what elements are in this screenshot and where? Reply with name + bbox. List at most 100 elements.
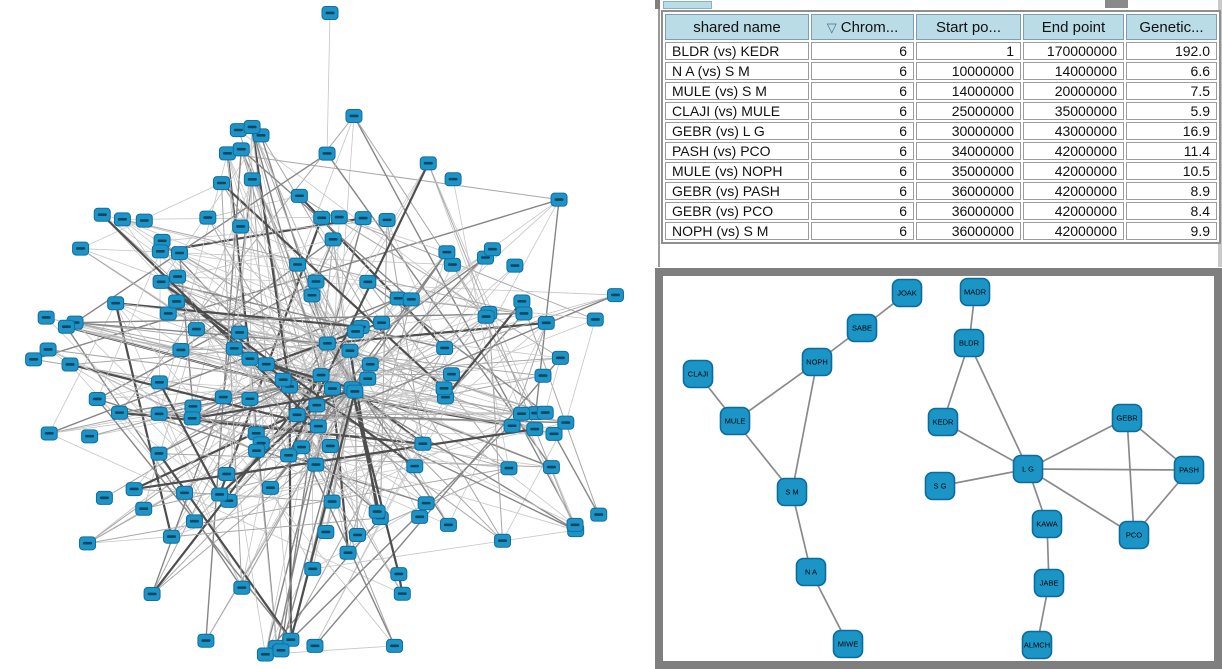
network-edge[interactable]	[96, 251, 161, 400]
network-node[interactable]: S G	[924, 471, 956, 501]
network-edge[interactable]	[332, 388, 358, 536]
network-edge[interactable]	[1027, 468, 1190, 471]
network-node[interactable]	[542, 460, 560, 475]
network-node[interactable]	[417, 496, 435, 511]
network-node[interactable]	[347, 324, 365, 339]
network-edge[interactable]	[349, 350, 576, 526]
table-cell[interactable]: 6	[811, 82, 914, 100]
table-cell[interactable]: 36000000	[916, 182, 1021, 200]
table-cell[interactable]: 43000000	[1023, 122, 1124, 140]
network-edge[interactable]	[354, 316, 487, 392]
table-cell[interactable]: BLDR (vs) KEDR	[665, 42, 809, 60]
table-cell[interactable]: 30000000	[916, 122, 1021, 140]
network-node[interactable]	[243, 172, 261, 187]
network-node[interactable]: BLDR	[953, 328, 985, 358]
table-cell[interactable]: 6	[811, 122, 914, 140]
network-edge[interactable]	[101, 214, 378, 512]
network-edge[interactable]	[299, 195, 382, 323]
table-cell[interactable]: 36000000	[916, 202, 1021, 220]
network-edge[interactable]	[1126, 417, 1135, 536]
network-edge[interactable]	[296, 414, 403, 594]
network-edge[interactable]	[47, 349, 378, 512]
network-node[interactable]	[536, 405, 554, 420]
network-node[interactable]	[257, 357, 275, 372]
table-row[interactable]: GEBR (vs) PCO 6 36000000 42000000 8.4	[665, 202, 1217, 220]
network-node[interactable]	[506, 258, 524, 273]
network-edge[interactable]	[289, 386, 576, 526]
network-edge[interactable]	[207, 217, 318, 406]
network-edge[interactable]	[250, 126, 291, 387]
table-cell[interactable]: 8.9	[1126, 182, 1217, 200]
table-cell[interactable]: 6	[811, 142, 914, 160]
network-node[interactable]	[232, 142, 250, 157]
table-cell[interactable]: GEBR (vs) PCO	[665, 202, 809, 220]
table-cell[interactable]: 6	[811, 202, 914, 220]
network-node[interactable]	[439, 517, 457, 532]
network-node[interactable]	[170, 246, 188, 261]
network-node[interactable]	[345, 109, 363, 123]
network-node[interactable]: GEBR	[1111, 403, 1143, 433]
network-node[interactable]	[359, 371, 377, 386]
network-node[interactable]	[361, 357, 379, 372]
network-node[interactable]: NOPH	[801, 347, 833, 377]
table-cell[interactable]: 9.9	[1126, 222, 1217, 240]
network-node[interactable]	[61, 357, 79, 372]
network-edge[interactable]	[289, 386, 331, 447]
table-row[interactable]: BLDR (vs) KEDR 6 1 170000000 192.0	[665, 42, 1217, 60]
network-node[interactable]	[406, 459, 424, 474]
network-edge[interactable]	[249, 358, 290, 456]
network-edge[interactable]	[46, 317, 284, 381]
table-cell[interactable]: 20000000	[1023, 82, 1124, 100]
network-node[interactable]	[354, 211, 372, 226]
network-edge[interactable]	[791, 361, 818, 493]
column-header-3[interactable]: Start po...	[916, 14, 1021, 40]
network-node[interactable]	[586, 312, 604, 327]
network-edge[interactable]	[228, 127, 253, 501]
table-cell[interactable]: 10.5	[1126, 162, 1217, 180]
network-node[interactable]	[168, 294, 186, 309]
network-edge[interactable]	[223, 374, 322, 398]
network-node[interactable]	[107, 296, 125, 311]
table-row[interactable]: GEBR (vs) L G 6 30000000 43000000 16.9	[665, 122, 1217, 140]
network-edge[interactable]	[351, 387, 400, 575]
table-row[interactable]: CLAJI (vs) MULE 6 25000000 35000000 5.9	[665, 102, 1217, 120]
table-cell[interactable]: 6.6	[1126, 62, 1217, 80]
network-edge[interactable]	[386, 219, 424, 444]
network-edge[interactable]	[171, 517, 381, 538]
table-scrollbar-thumb[interactable]	[1105, 0, 1128, 8]
network-node[interactable]	[566, 517, 584, 532]
network-node[interactable]	[225, 341, 243, 356]
network-node[interactable]	[414, 436, 432, 451]
table-cell[interactable]: 16.9	[1126, 122, 1217, 140]
network-edge[interactable]	[488, 313, 504, 541]
network-node[interactable]	[494, 533, 512, 548]
network-edge[interactable]	[158, 452, 292, 641]
network-node[interactable]	[211, 487, 229, 502]
network-edge[interactable]	[452, 179, 510, 469]
network-node[interactable]	[306, 638, 324, 653]
network-node[interactable]	[150, 446, 168, 461]
network-node[interactable]	[282, 632, 300, 647]
network-edge[interactable]	[122, 218, 525, 314]
network-node[interactable]	[438, 245, 456, 260]
network-node[interactable]	[534, 368, 552, 383]
table-cell[interactable]: 34000000	[916, 142, 1021, 160]
network-node[interactable]	[308, 398, 326, 413]
network-edge[interactable]	[551, 467, 576, 526]
network-edge[interactable]	[521, 301, 600, 515]
network-node[interactable]: MIWE	[832, 629, 864, 659]
table-cell[interactable]: CLAJI (vs) MULE	[665, 102, 809, 120]
network-edge[interactable]	[353, 115, 487, 317]
network-node[interactable]	[241, 351, 259, 366]
network-node[interactable]	[218, 467, 236, 482]
network-node[interactable]	[176, 485, 194, 500]
table-cell[interactable]: GEBR (vs) L G	[665, 122, 809, 140]
network-node[interactable]	[125, 482, 143, 497]
network-node[interactable]: JOAK	[891, 278, 923, 308]
network-edge[interactable]	[312, 502, 427, 570]
table-cell[interactable]: 170000000	[1023, 42, 1124, 60]
network-node[interactable]	[341, 343, 359, 358]
network-node[interactable]: S M	[776, 477, 808, 507]
network-node[interactable]	[288, 407, 306, 422]
table-cell[interactable]: 35000000	[916, 162, 1021, 180]
